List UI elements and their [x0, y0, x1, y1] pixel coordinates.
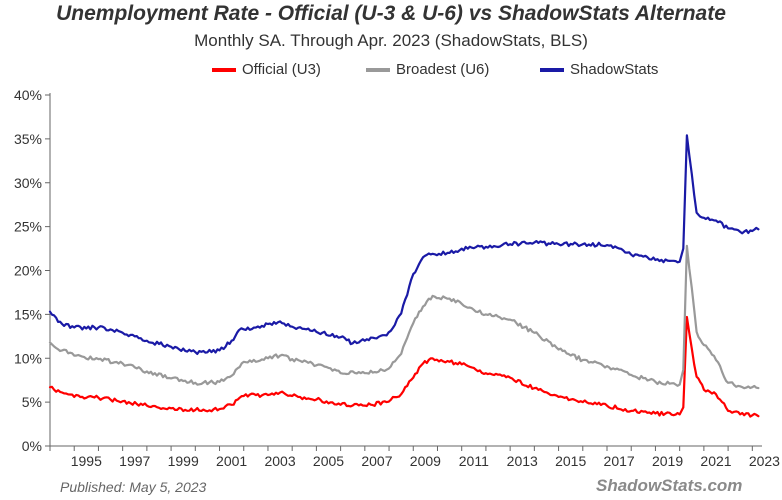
x-tick-label: 2015 — [555, 453, 586, 469]
chart-subtitle: Monthly SA. Through Apr. 2023 (ShadowSta… — [194, 31, 588, 50]
series-line-shadowstats — [48, 134, 760, 355]
x-tick-label: 2017 — [604, 453, 635, 469]
y-tick-label: 0% — [22, 438, 42, 454]
brand-watermark: ShadowStats.com — [596, 476, 743, 495]
chart-series-lines — [48, 134, 760, 418]
legend-swatch-shadowstats — [540, 67, 564, 72]
x-tick-label: 2023 — [749, 453, 780, 469]
x-tick-label: 2007 — [361, 453, 392, 469]
y-tick-label: 20% — [14, 263, 42, 279]
series-line-broadest-u6 — [48, 244, 760, 390]
legend-label-u3: Official (U3) — [242, 61, 321, 78]
x-tick-label: 2011 — [459, 453, 489, 469]
series-line-official-u3 — [48, 315, 760, 418]
x-tick-label: 1999 — [168, 453, 199, 469]
legend-label-u6: Broadest (U6) — [396, 61, 490, 78]
y-tick-label: 35% — [14, 131, 42, 147]
y-tick-label: 30% — [14, 175, 42, 191]
chart-title: Unemployment Rate - Official (U-3 & U-6)… — [56, 2, 726, 25]
legend-swatch-u3 — [212, 67, 236, 72]
published-date: Published: May 5, 2023 — [60, 479, 207, 495]
x-tick-label: 2019 — [652, 453, 683, 469]
x-tick-label: 2021 — [700, 453, 731, 469]
y-tick-label: 25% — [14, 219, 42, 235]
y-tick-label: 40% — [14, 87, 42, 103]
y-tick-label: 15% — [14, 306, 42, 322]
x-tick-label: 2005 — [313, 453, 344, 469]
x-tick-label: 2001 — [216, 453, 247, 469]
x-tick-label: 1997 — [119, 453, 150, 469]
chart-axes: 0% 5% 10% 15% 20% 25% 30% 35% 40% 1995 1997 1999 200… — [14, 87, 780, 469]
legend-swatch-u6 — [366, 67, 390, 72]
x-tick-label: 2003 — [264, 453, 295, 469]
legend-label-shadowstats: ShadowStats — [570, 61, 659, 78]
y-tick-label: 5% — [22, 394, 42, 410]
x-tick-label: 1995 — [71, 453, 102, 469]
x-tick-label: 2009 — [410, 453, 441, 469]
x-tick-label: 2013 — [507, 453, 538, 469]
legend-item-shadowstats: ShadowStats — [540, 61, 658, 78]
chart-legend: Official (U3) Broadest (U6) ShadowStats — [0, 61, 782, 81]
y-tick-label: 10% — [14, 350, 42, 366]
legend-item-u3: Official (U3) — [212, 61, 321, 78]
legend-item-u6: Broadest (U6) — [366, 61, 489, 78]
